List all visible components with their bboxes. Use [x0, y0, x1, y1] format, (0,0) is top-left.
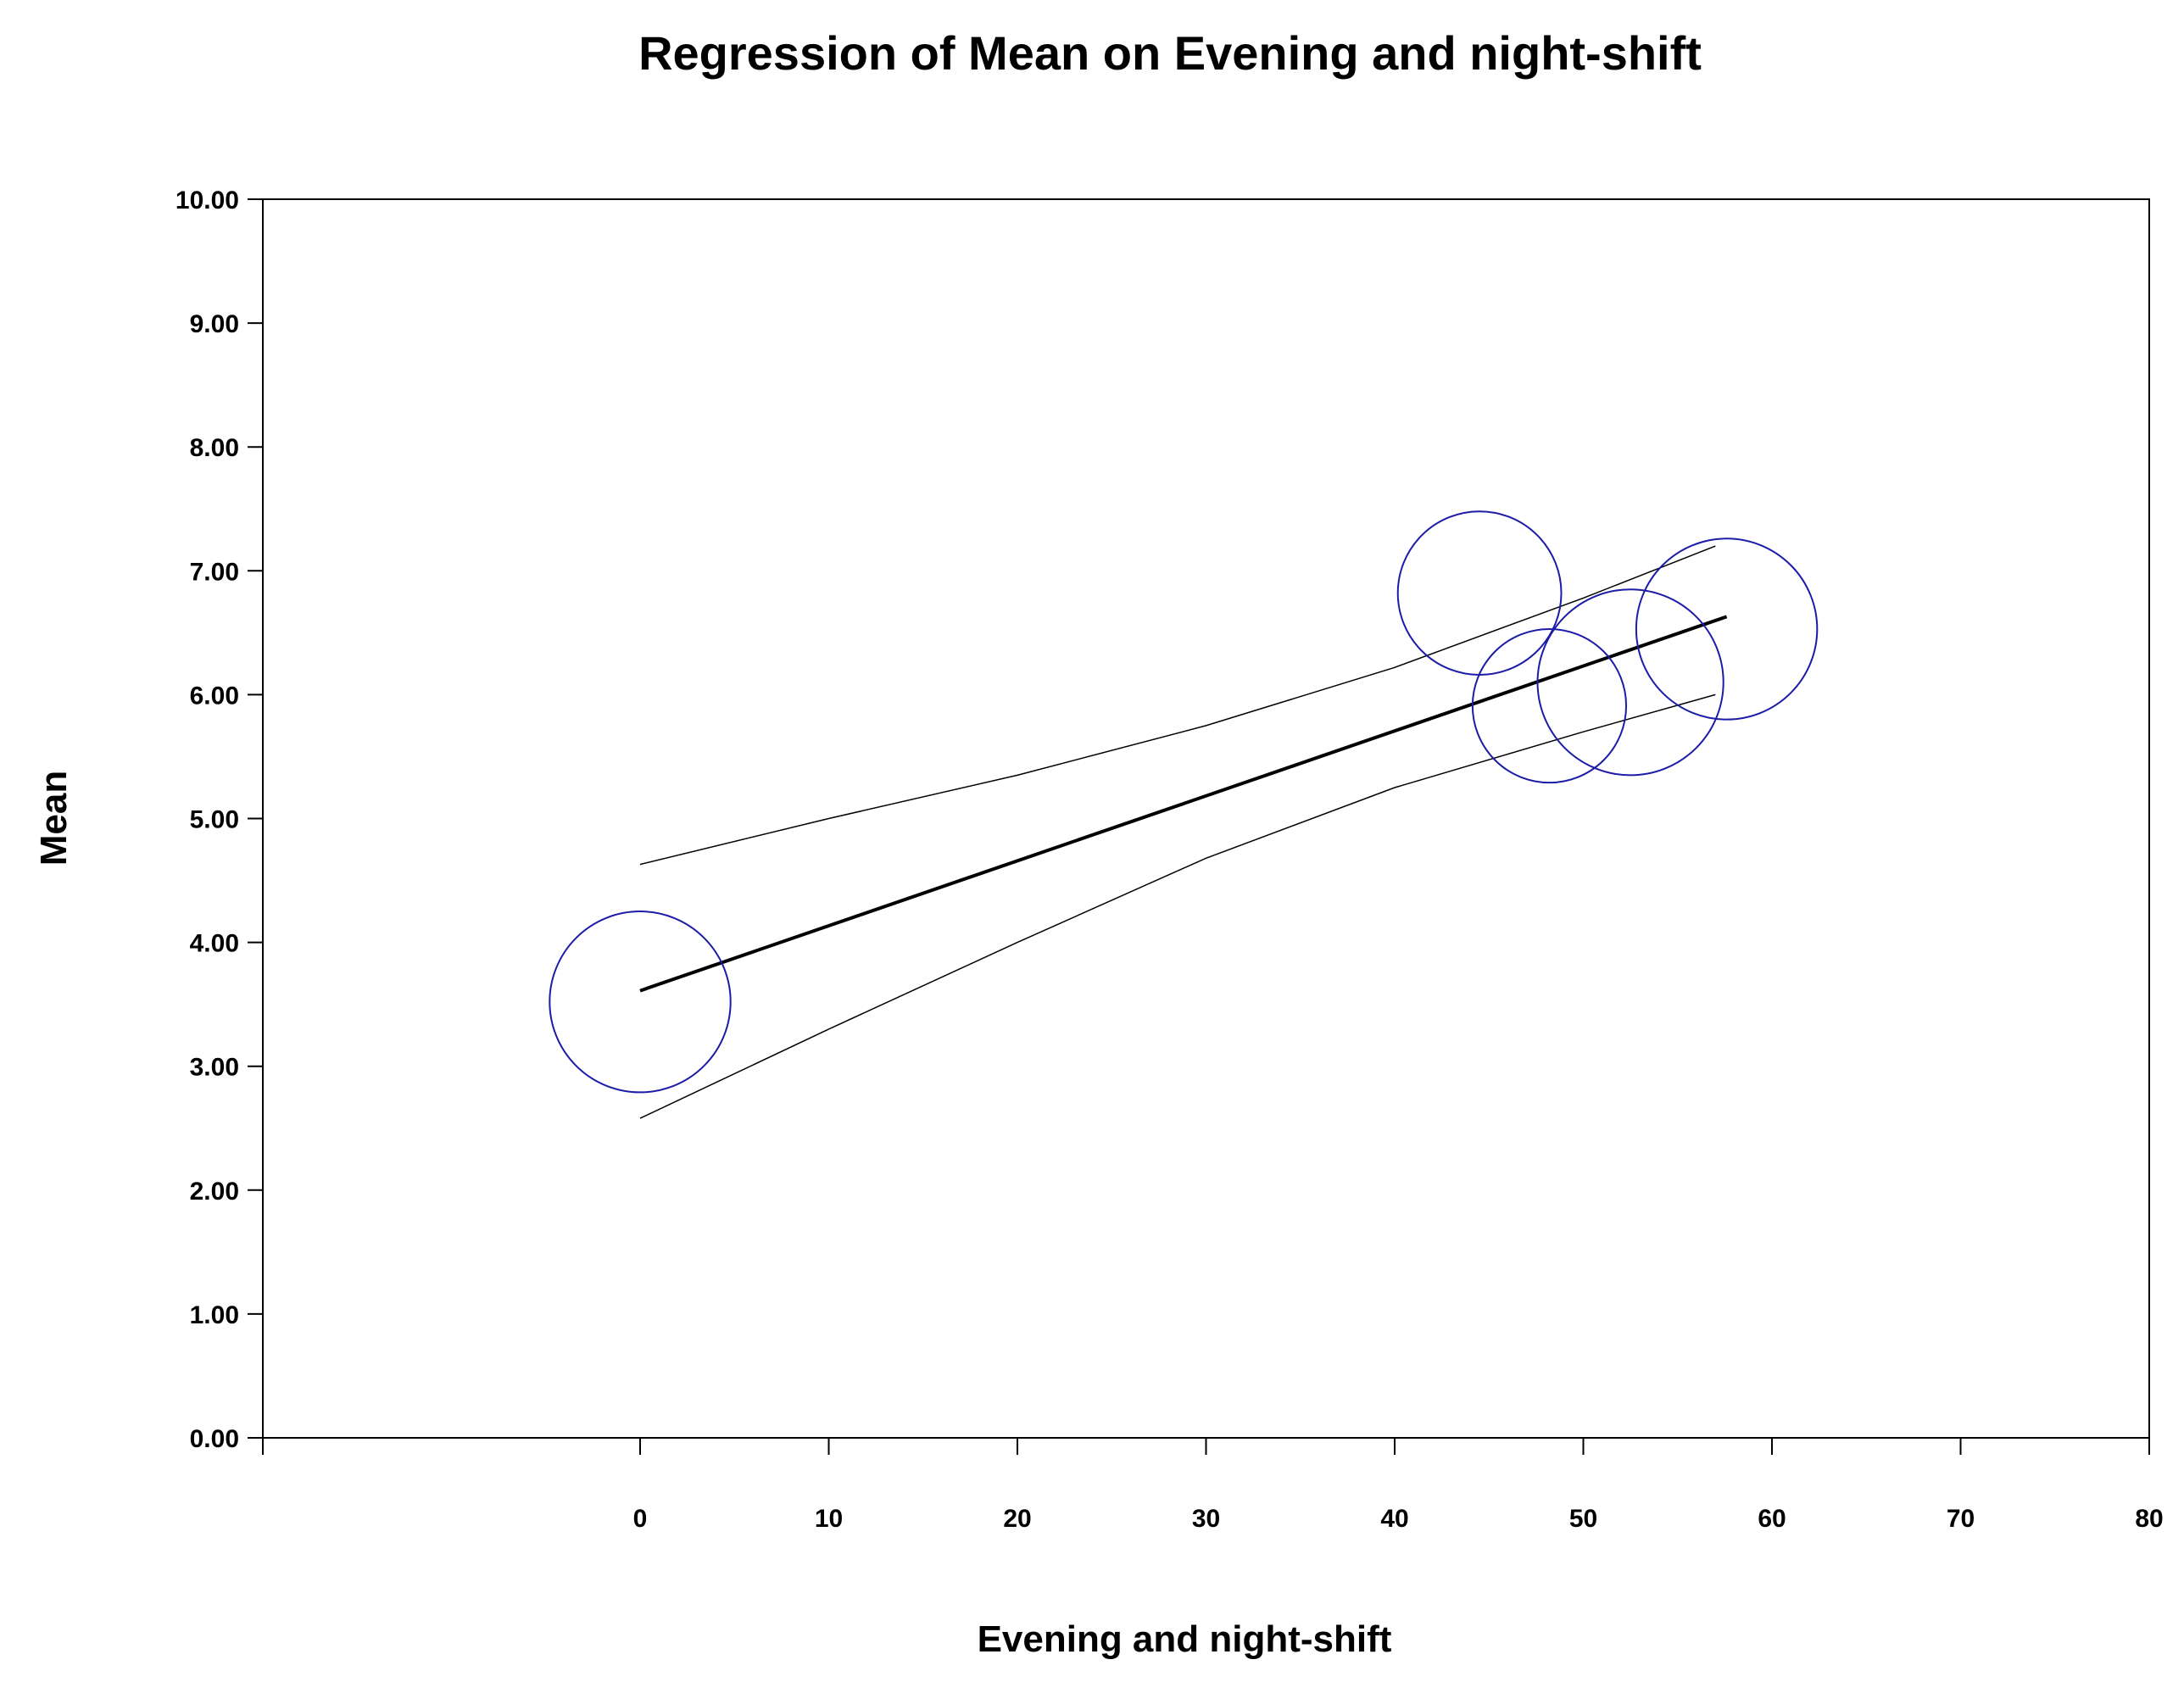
data-point: [1536, 588, 1724, 777]
y-tick-label: 3.00: [190, 1054, 239, 1082]
data-point: [1471, 627, 1628, 784]
regression-line: [639, 615, 1728, 993]
x-tick-label: 40: [1380, 1505, 1408, 1533]
x-tick-label: 70: [1947, 1505, 1975, 1533]
plot-frame: [262, 198, 2150, 1439]
x-tick-label: 0: [633, 1505, 648, 1533]
x-tick-label: 80: [2135, 1505, 2163, 1533]
x-axis-label: Evening and night-shift: [978, 1618, 1392, 1660]
x-axis-ticks: 0 10 20 30 40 50 60 70 80: [262, 1438, 2164, 1533]
y-tick-label: 10.00: [176, 187, 239, 214]
confidence-bands: [639, 545, 1716, 1119]
data-points: [549, 510, 1819, 1094]
x-tick-label: 10: [815, 1505, 843, 1533]
y-tick-label: 8.00: [190, 434, 239, 462]
x-tick-label: 60: [1758, 1505, 1786, 1533]
lower-confidence-line: [639, 693, 1716, 1119]
x-tick-label: 30: [1192, 1505, 1220, 1533]
y-tick-label: 1.00: [190, 1301, 239, 1329]
data-point: [1396, 510, 1563, 676]
x-tick-label: 50: [1569, 1505, 1597, 1533]
y-tick-label: 5.00: [190, 806, 239, 834]
y-axis-label: Mean: [33, 771, 75, 866]
chart-title: Regression of Mean on Evening and night-…: [638, 26, 1702, 80]
y-tick-label: 0.00: [190, 1425, 239, 1453]
regression-line-group: [639, 615, 1728, 993]
y-tick-label: 6.00: [190, 682, 239, 710]
upper-confidence-line: [639, 545, 1716, 866]
x-tick-label: 20: [1003, 1505, 1031, 1533]
y-tick-label: 9.00: [190, 310, 239, 338]
y-tick-label: 4.00: [190, 930, 239, 958]
data-point: [549, 911, 732, 1094]
data-point: [1635, 537, 1819, 721]
y-tick-label: 2.00: [190, 1178, 239, 1206]
y-axis-ticks: 0.00 1.00 2.00 3.00 4.00 5.00 6.00 7.00 8.00 9.00…: [176, 187, 263, 1453]
y-tick-label: 7.00: [190, 558, 239, 586]
